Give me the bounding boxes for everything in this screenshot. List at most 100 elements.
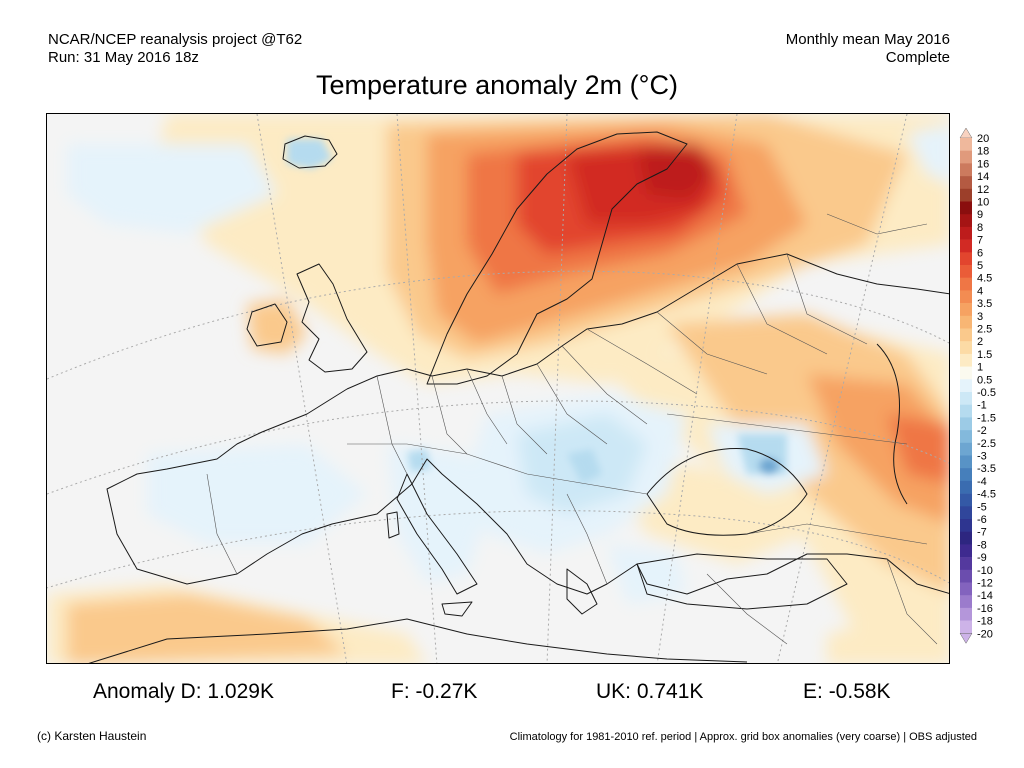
colorbar-swatch <box>960 265 972 278</box>
colorbar-label: 10 <box>977 197 989 209</box>
colorbar-swatch <box>960 214 972 228</box>
colorbar-swatch <box>960 138 972 151</box>
colorbar-label: 4 <box>977 285 983 297</box>
colorbar-swatch <box>960 417 972 431</box>
colorbar-swatch <box>960 468 972 482</box>
colorbar-swatch <box>960 239 972 253</box>
run-label: Run: 31 May 2016 18z <box>48 49 199 66</box>
colorbar-swatch <box>960 582 972 596</box>
climatology-note: Climatology for 1981-2010 ref. period | … <box>509 731 977 743</box>
colorbar-swatch <box>960 595 972 609</box>
colorbar-swatch <box>960 341 972 355</box>
political-borders <box>206 213 938 645</box>
anomaly-field <box>47 114 949 663</box>
stat-e-label: E: <box>803 680 823 703</box>
colorbar-label: -1 <box>977 400 987 412</box>
colorbar-swatch <box>960 328 972 342</box>
status-label: Complete <box>885 49 950 66</box>
colorbar-swatch <box>960 506 972 520</box>
colorbar-swatch <box>960 188 972 202</box>
colorbar-swatch <box>960 176 972 190</box>
colorbar-label: -3.5 <box>977 463 996 475</box>
anomaly-map <box>46 113 950 664</box>
stat-uk-label: UK: <box>596 680 632 703</box>
colorbar-label: 12 <box>977 184 989 196</box>
colorbar-swatch <box>960 303 972 317</box>
copyright: (c) Karsten Haustein <box>37 729 147 743</box>
colorbar-swatch <box>960 366 972 380</box>
colorbar-swatch <box>960 480 972 494</box>
colorbar-swatch <box>960 557 972 571</box>
colorbar-label: 16 <box>977 158 989 170</box>
colorbar-label: -3 <box>977 451 987 463</box>
colorbar-label: -8 <box>977 539 987 551</box>
colorbar-cap-top <box>959 127 973 139</box>
colorbar-swatch <box>960 392 972 405</box>
colorbar-label: -4 <box>977 476 987 488</box>
colorbar-swatch <box>960 569 972 583</box>
colorbar-swatch <box>960 150 972 164</box>
colorbar-swatch <box>960 519 972 532</box>
stat-d: Anomaly D: 1.029K <box>93 680 274 704</box>
colorbar-label: -18 <box>977 616 993 628</box>
colorbar-swatch <box>960 442 972 456</box>
stat-f-value: -0.27K <box>415 680 478 703</box>
graticule <box>47 114 949 663</box>
colorbar-label: -14 <box>977 590 993 602</box>
colorbar-label: -5 <box>977 501 987 513</box>
header-right: Monthly mean May 2016 Complete <box>786 31 950 67</box>
stat-uk: UK: 0.741K <box>596 680 703 704</box>
colorbar-label: 9 <box>977 209 983 221</box>
colorbar-canvas: 201816141210987654.543.532.521.510.5-0.5… <box>959 127 996 644</box>
stat-d-value: 1.029K <box>207 680 274 703</box>
stat-e: E: -0.58K <box>803 680 891 704</box>
colorbar-label: 0.5 <box>977 374 992 386</box>
colorbar-label: 3.5 <box>977 298 992 310</box>
colorbar-label: -2.5 <box>977 438 996 450</box>
colorbar-swatch <box>960 201 972 215</box>
colorbar-label: -20 <box>977 628 993 640</box>
colorbar-label: 3 <box>977 311 983 323</box>
colorbar-label: 2.5 <box>977 324 992 336</box>
colorbar-swatch <box>960 493 972 507</box>
colorbar-label: 5 <box>977 260 983 272</box>
colorbar-label: 6 <box>977 247 983 259</box>
colorbar-swatch <box>960 620 972 634</box>
colorbar-label: -7 <box>977 527 987 539</box>
colorbar-label: 18 <box>977 146 989 158</box>
colorbar-swatch <box>960 455 972 469</box>
colorbar-label: -6 <box>977 514 987 526</box>
colorbar-swatch <box>960 163 972 177</box>
colorbar-swatch <box>960 404 972 418</box>
colorbar-label: -9 <box>977 552 987 564</box>
colorbar-swatch <box>960 544 972 558</box>
header-left: NCAR/NCEP reanalysis project @T62 Run: 3… <box>48 31 302 67</box>
colorbar-label: 4.5 <box>977 273 992 285</box>
map-title: Temperature anomaly 2m (°C) <box>316 70 678 100</box>
colorbar-swatch <box>960 607 972 621</box>
colorbar-swatch <box>960 290 972 304</box>
colorbar-label: -2 <box>977 425 987 437</box>
colorbar-cap-bottom <box>959 633 973 644</box>
colorbar-label: -4.5 <box>977 489 996 501</box>
colorbar-swatch <box>960 430 972 444</box>
stat-f: F: -0.27K <box>391 680 477 704</box>
colorbar-label: -0.5 <box>977 387 996 399</box>
coastlines <box>88 131 949 663</box>
legend-colorbar: 20 18 16 14 12 10 9 8 7 6 5 4.5 4 3.5 3 2.5 2 1.5 1 0.5 -0.5… <box>956 126 1006 661</box>
colorbar-swatch <box>960 531 972 545</box>
stat-d-label: Anomaly D: <box>93 680 202 703</box>
colorbar-label: 1.5 <box>977 349 992 361</box>
colorbar-label: 7 <box>977 235 983 247</box>
colorbar-label: -10 <box>977 565 993 577</box>
colorbar-swatch <box>960 277 972 291</box>
colorbar-swatch <box>960 315 972 329</box>
colorbar-label: -16 <box>977 603 993 615</box>
stat-e-value: -0.58K <box>828 680 891 703</box>
map-canvas <box>47 114 949 663</box>
colorbar-label: 1 <box>977 362 983 374</box>
colorbar-label: 8 <box>977 222 983 234</box>
colorbar-label: 14 <box>977 171 989 183</box>
colorbar-swatch <box>960 379 972 393</box>
period-label: Monthly mean May 2016 <box>785 31 950 48</box>
